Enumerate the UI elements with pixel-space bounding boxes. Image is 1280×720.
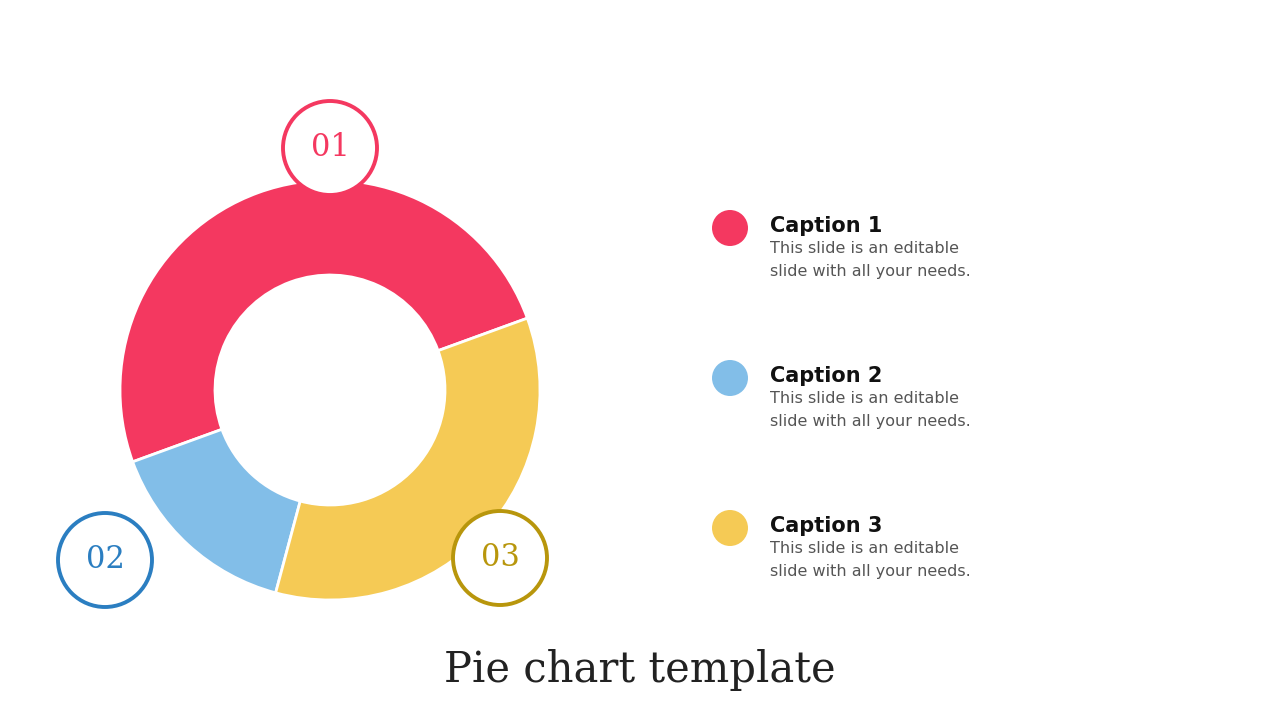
Text: 01: 01 bbox=[311, 132, 349, 163]
Circle shape bbox=[58, 513, 152, 607]
Wedge shape bbox=[275, 318, 540, 600]
Text: This slide is an editable
slide with all your needs.: This slide is an editable slide with all… bbox=[771, 541, 970, 579]
Text: 03: 03 bbox=[480, 542, 520, 574]
Circle shape bbox=[712, 210, 748, 246]
Text: 02: 02 bbox=[86, 544, 124, 575]
Text: Caption 3: Caption 3 bbox=[771, 516, 882, 536]
Circle shape bbox=[712, 360, 748, 396]
Circle shape bbox=[283, 101, 378, 195]
Text: Pie chart template: Pie chart template bbox=[444, 649, 836, 691]
Text: This slide is an editable
slide with all your needs.: This slide is an editable slide with all… bbox=[771, 241, 970, 279]
Text: Caption 1: Caption 1 bbox=[771, 216, 882, 236]
Wedge shape bbox=[120, 180, 527, 462]
Text: Caption 2: Caption 2 bbox=[771, 366, 882, 386]
Wedge shape bbox=[133, 429, 301, 593]
Circle shape bbox=[453, 511, 547, 605]
Circle shape bbox=[215, 275, 445, 505]
Text: This slide is an editable
slide with all your needs.: This slide is an editable slide with all… bbox=[771, 392, 970, 428]
Circle shape bbox=[712, 510, 748, 546]
